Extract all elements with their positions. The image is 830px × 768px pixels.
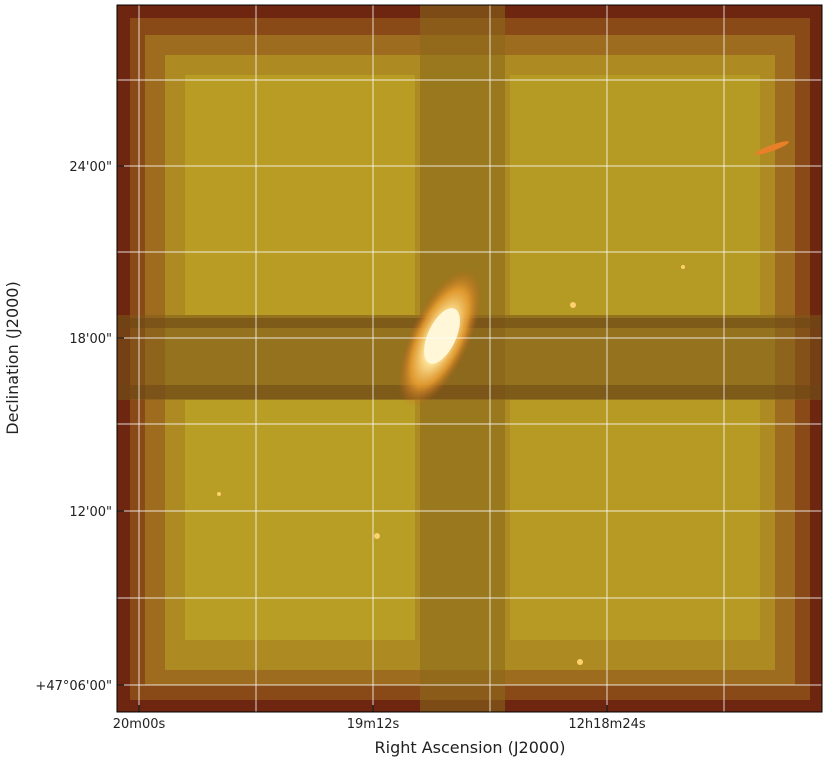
- y-tick-label: +47°06'00": [35, 679, 112, 694]
- y-axis-label: Declination (J2000): [3, 281, 22, 434]
- x-axis-label: Right Ascension (J2000): [375, 738, 566, 757]
- axes-frame: [116, 4, 823, 713]
- sky-image: [117, 5, 822, 712]
- tick-marks: [117, 165, 608, 712]
- grid: [117, 5, 822, 712]
- x-tick-label: 19m12s: [347, 717, 400, 732]
- y-tick-label: 24'00": [69, 160, 112, 175]
- x-tick-label: 12h18m24s: [568, 717, 646, 732]
- y-tick-label: 18'00": [69, 332, 112, 347]
- x-tick-label: 20m00s: [113, 717, 166, 732]
- y-tick-label: 12'00": [69, 505, 112, 520]
